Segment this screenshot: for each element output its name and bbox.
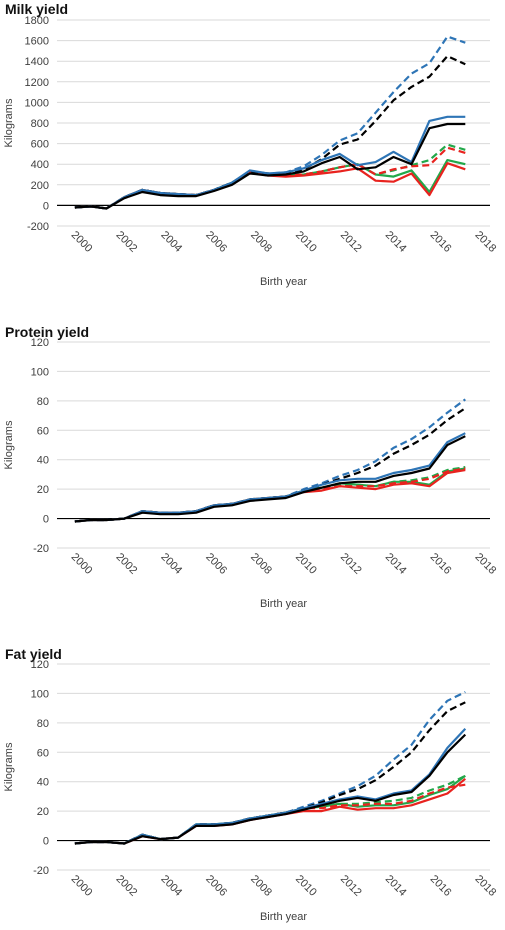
y-tick-label: 40 [37,777,49,789]
x-tick-label: 2004 [158,873,184,899]
x-tick-label: 2014 [383,551,409,577]
y-tick-label: -20 [33,543,49,555]
y-tick-label: 1200 [25,77,49,89]
x-tick-label: 2018 [472,873,498,899]
series-line-solid-1 [74,774,466,845]
series-line-dashed-2 [74,774,466,845]
x-tick-label: 2008 [248,551,274,577]
x-tick-label: 2012 [338,229,364,255]
y-tick-label: -200 [27,221,49,233]
x-tick-label: 2014 [383,873,409,899]
x-tick-label: 2012 [338,551,364,577]
x-tick-label: 2008 [248,873,274,899]
x-tick-label: 2000 [69,551,95,577]
series-line-solid-7 [74,115,466,210]
chart-panel-1: Milk yield -200 0 200 400 600 800 1000 1200 1400 1… [3,1,498,288]
y-tick-label: 120 [31,337,49,349]
y-tick-label: 1800 [25,15,49,27]
series-line-dashed-6 [74,701,466,845]
x-tick-label: 2006 [203,551,229,577]
x-tick-label: 2004 [158,551,184,577]
y-tick-label: 20 [37,484,49,496]
y-axis-label: Kilograms [3,420,15,469]
x-tick-label: 2014 [383,229,409,255]
series-line-solid-4 [74,162,466,210]
chart-title: Protein yield [5,324,89,340]
chart-title: Fat yield [5,646,62,662]
x-tick-label: 2010 [293,873,319,899]
y-tick-label: 120 [31,659,49,671]
y-tick-label: 40 [37,455,49,467]
x-tick-label: 2010 [293,551,319,577]
series-line-solid-1 [74,467,466,523]
y-tick-label: 0 [43,200,49,212]
y-tick-label: -20 [33,865,49,877]
x-tick-label: 2006 [203,229,229,255]
y-tick-label: 200 [31,180,49,192]
x-tick-label: 2006 [203,873,229,899]
x-tick-label: 2018 [472,229,498,255]
series-line-dashed-5 [74,398,466,523]
y-tick-label: 1600 [25,36,49,48]
x-tick-label: 2008 [248,229,274,255]
y-tick-label: 600 [31,139,49,151]
x-tick-label: 2016 [428,873,454,899]
x-tick-label: 2000 [69,229,95,255]
series-line-dashed-6 [74,407,466,523]
y-tick-label: 60 [37,425,49,437]
x-tick-label: 2002 [114,873,140,899]
chart-panel-2: Protein yield -20 0 20 40 60 80 100 120 2000 2002 2… [3,324,498,610]
series-line-solid-8 [74,122,466,210]
series-line-solid-8 [74,435,466,523]
x-tick-label: 2016 [428,551,454,577]
series-line-solid-8 [74,733,467,845]
y-axis-label: Kilograms [3,98,15,147]
y-tick-label: 400 [31,159,49,171]
y-tick-label: 100 [31,688,49,700]
y-tick-label: 1400 [25,56,49,68]
x-axis-label: Birth year [260,598,307,610]
y-axis-label: Kilograms [3,742,15,791]
y-tick-label: 100 [31,366,49,378]
x-axis-label: Birth year [260,276,307,288]
x-tick-label: 2010 [293,229,319,255]
chart-panel-3: Fat yield -20 0 20 40 60 80 100 120 2000 2002 2004 2… [3,646,498,923]
x-tick-label: 2004 [158,229,184,255]
x-tick-label: 2018 [472,551,498,577]
y-tick-label: 0 [43,836,49,848]
y-tick-label: 0 [43,514,49,526]
x-tick-label: 2002 [114,229,140,255]
series-line-dashed-3 [74,146,466,210]
y-tick-label: 80 [37,718,49,730]
x-tick-label: 2002 [114,551,140,577]
series-line-dashed-3 [74,467,466,523]
x-axis-label: Birth year [260,911,307,923]
x-tick-label: 2012 [338,873,364,899]
series-line-solid-7 [74,727,467,845]
chart-title: Milk yield [5,1,68,17]
x-tick-label: 2000 [69,873,95,899]
series-line-dashed-2 [74,466,466,523]
y-tick-label: 1000 [25,97,49,109]
y-tick-label: 800 [31,118,49,130]
x-tick-label: 2016 [428,229,454,255]
y-tick-label: 80 [37,396,49,408]
series-line-dashed-5 [74,691,466,845]
y-tick-label: 60 [37,747,49,759]
y-tick-label: 20 [37,806,49,818]
